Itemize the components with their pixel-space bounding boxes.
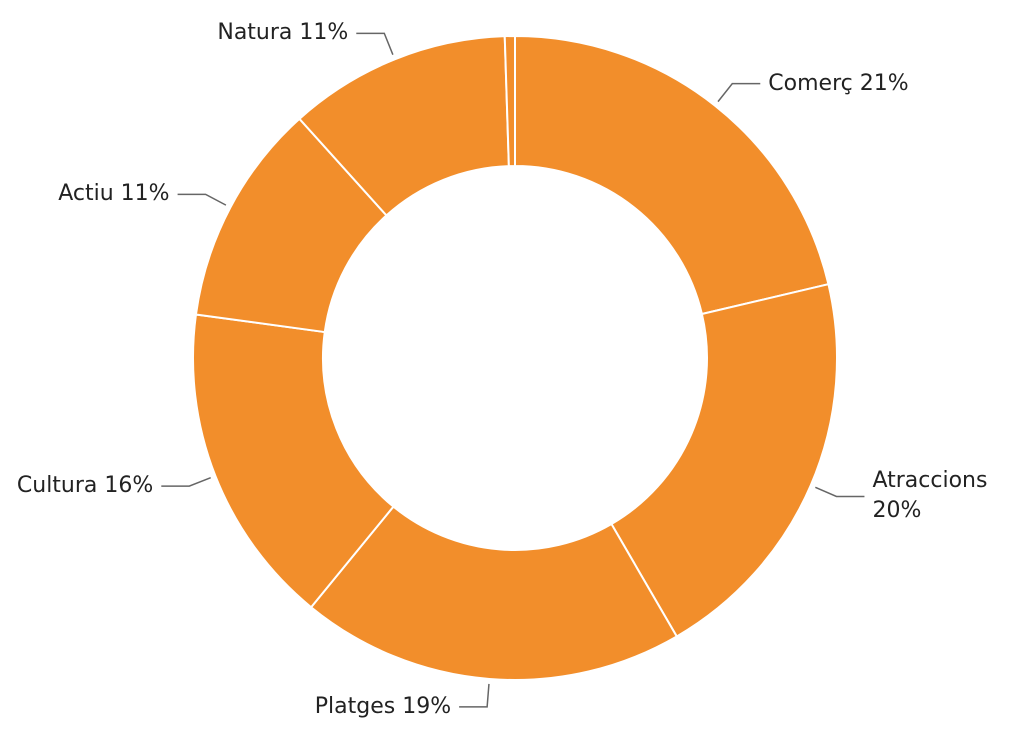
donut-slice <box>192 313 395 609</box>
slice-label: Platges 19% <box>314 693 452 719</box>
slice-label: Atraccions 20% <box>872 468 988 524</box>
slice-label: Comerç 21% <box>768 70 909 96</box>
leader-line <box>177 193 227 206</box>
leader-line <box>161 476 211 487</box>
slice-label: Cultura 16% <box>16 473 154 499</box>
leader-line <box>356 32 394 55</box>
donut-slice <box>610 283 838 638</box>
leader-line <box>717 82 761 103</box>
donut-slice <box>503 34 516 168</box>
donut-slice <box>514 34 830 316</box>
leader-line <box>459 683 490 708</box>
slice-label: Natura 11% <box>217 20 349 46</box>
leader-line <box>815 486 865 498</box>
slice-label: Actiu 11% <box>58 181 170 207</box>
donut-slice <box>309 505 679 681</box>
